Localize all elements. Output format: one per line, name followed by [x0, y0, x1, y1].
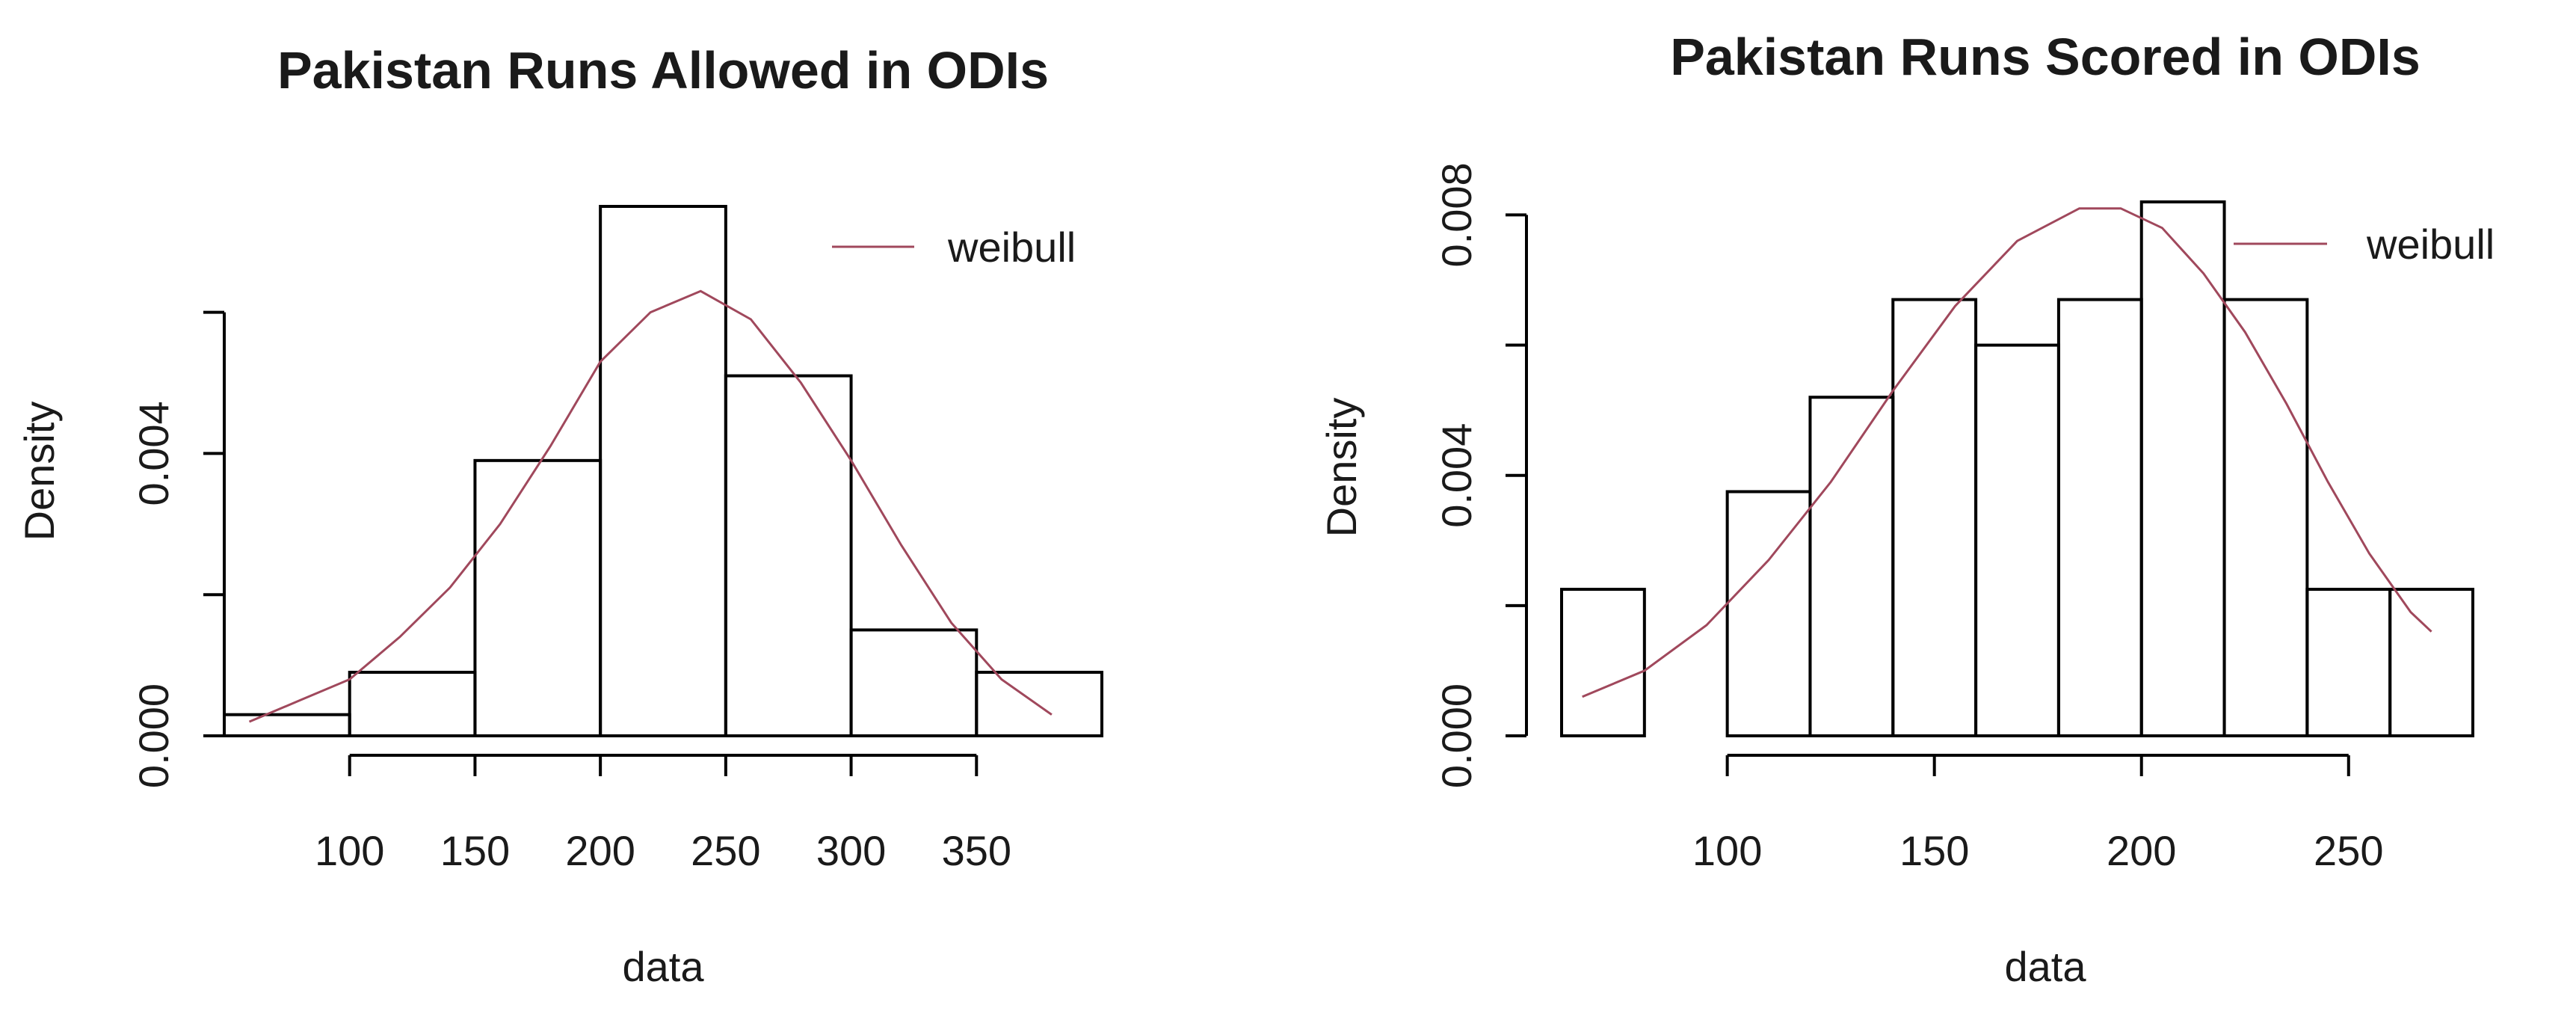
left-x-tick-label-2: 200 — [565, 827, 635, 874]
left-legend-label: weibull — [947, 224, 1076, 271]
right-y-tick-label-4: 0.008 — [1433, 162, 1480, 267]
left-x-axis: 100 150 200 250 300 350 — [315, 754, 1011, 874]
right-y-tick-label-0: 0.000 — [1433, 683, 1480, 788]
left-x-tick-label-3: 250 — [691, 827, 760, 874]
right-histogram-bar-0 — [1560, 588, 1646, 738]
left-histogram-bar-6 — [975, 671, 1104, 737]
left-x-tick-label-5: 350 — [942, 827, 1011, 874]
right-histogram-bar-10 — [2388, 588, 2475, 738]
right-chart: Pakistan Runs Scored in ODIs 100 150 200 250… — [1318, 28, 2495, 990]
right-legend-label: weibull — [2366, 221, 2495, 268]
right-y-tick-label-2: 0.004 — [1433, 423, 1480, 528]
right-x-axis-label: data — [2005, 943, 2087, 990]
right-y-axis-label: Density — [1318, 398, 1365, 538]
left-histogram-bar-4 — [724, 374, 853, 737]
left-y-axis-label: Density — [16, 402, 63, 541]
right-x-axis: 100 150 200 250 — [1692, 754, 2383, 874]
left-y-axis: 0.000 0.004 — [130, 310, 226, 788]
right-chart-title: Pakistan Runs Scored in ODIs — [1670, 28, 2421, 86]
right-legend: weibull — [2234, 221, 2495, 268]
left-x-tick-label-0: 100 — [315, 827, 384, 874]
left-x-tick-label-1: 150 — [440, 827, 510, 874]
left-weibull-curve — [248, 289, 1053, 723]
left-x-tick-label-4: 300 — [816, 827, 886, 874]
right-x-tick-label-1: 150 — [1899, 827, 1969, 874]
left-y-tick-label-0: 0.000 — [130, 683, 177, 788]
right-x-tick-label-3: 250 — [2314, 827, 2383, 874]
left-legend: weibull — [832, 224, 1076, 271]
right-histogram-bar-8 — [2222, 298, 2309, 737]
left-chart: Pakistan Runs Allowed in ODIs 100 150 200 25… — [16, 41, 1104, 990]
right-weibull-curve — [1582, 207, 2432, 698]
right-y-axis: 0.000 0.004 0.008 — [1433, 162, 1528, 788]
right-x-tick-label-2: 200 — [2107, 827, 2176, 874]
left-y-tick-label-2: 0.004 — [130, 401, 177, 506]
left-chart-title: Pakistan Runs Allowed in ODIs — [277, 41, 1049, 99]
left-x-axis-label: data — [623, 943, 705, 990]
right-x-tick-label-0: 100 — [1692, 827, 1762, 874]
